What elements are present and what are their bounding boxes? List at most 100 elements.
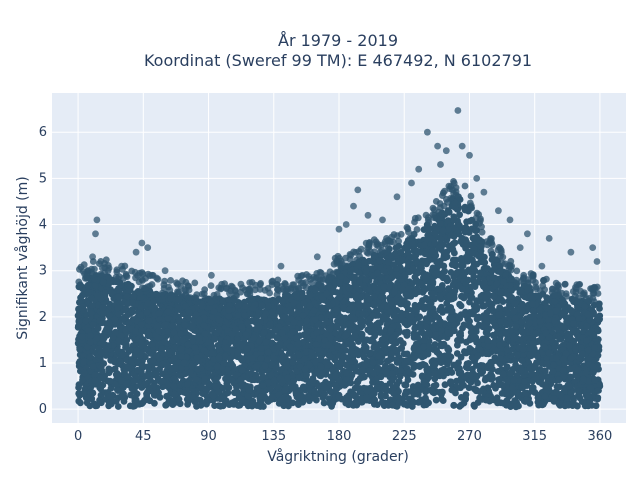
data-point <box>289 385 297 392</box>
data-point <box>477 362 485 369</box>
data-point <box>332 306 340 313</box>
data-point <box>431 370 438 377</box>
data-point <box>469 249 476 257</box>
data-point <box>431 375 439 383</box>
data-point <box>75 384 82 391</box>
data-point <box>416 313 424 321</box>
data-point <box>272 364 280 372</box>
data-point <box>395 399 403 407</box>
chart-title-line1: År 1979 - 2019 <box>278 31 398 50</box>
data-point <box>460 399 468 407</box>
data-point <box>436 319 443 327</box>
data-point <box>388 376 396 384</box>
data-point <box>156 393 164 401</box>
data-point <box>514 351 521 359</box>
data-point <box>105 369 113 377</box>
data-point <box>470 333 477 341</box>
data-point <box>111 365 119 373</box>
data-point <box>549 368 557 375</box>
data-point <box>91 282 99 290</box>
data-point <box>114 387 122 394</box>
data-point <box>493 394 501 402</box>
data-point <box>476 396 484 403</box>
data-point <box>414 381 422 389</box>
data-point <box>165 348 173 356</box>
data-point <box>459 272 466 279</box>
data-point <box>373 384 381 391</box>
data-point <box>342 314 349 322</box>
data-point <box>225 296 233 304</box>
data-point <box>431 341 439 348</box>
data-point <box>267 385 275 393</box>
data-point <box>507 327 514 334</box>
data-point <box>99 367 106 375</box>
data-point <box>488 304 495 311</box>
data-points <box>74 107 604 411</box>
data-point <box>127 391 134 399</box>
data-point <box>533 352 541 360</box>
data-point <box>556 383 563 391</box>
data-point <box>403 332 411 339</box>
data-point <box>556 335 564 343</box>
data-point <box>456 211 463 219</box>
data-point <box>436 286 444 293</box>
data-point <box>367 321 374 329</box>
data-point <box>382 368 390 376</box>
data-point <box>237 376 245 384</box>
data-point <box>90 400 98 408</box>
data-point <box>472 227 479 235</box>
data-point <box>217 395 224 403</box>
data-point <box>411 273 419 281</box>
data-point <box>420 336 428 344</box>
data-point <box>506 292 513 300</box>
data-point <box>369 359 377 366</box>
data-point <box>457 302 465 310</box>
data-point <box>551 317 558 325</box>
data-point <box>87 309 95 317</box>
data-point <box>378 398 386 406</box>
data-point <box>342 397 350 405</box>
data-point <box>336 360 344 368</box>
data-point <box>462 227 469 235</box>
data-point <box>185 347 192 355</box>
data-point <box>465 384 473 392</box>
data-point <box>477 369 485 377</box>
data-point <box>218 297 226 304</box>
data-point <box>409 265 417 273</box>
data-point <box>212 383 220 391</box>
data-point <box>392 316 399 323</box>
data-point <box>425 373 432 381</box>
data-point <box>106 278 114 286</box>
data-point <box>163 401 171 408</box>
data-point <box>455 337 463 345</box>
data-point <box>407 312 415 320</box>
data-point <box>481 259 489 267</box>
data-point <box>377 373 385 381</box>
data-point <box>83 399 91 407</box>
data-point <box>422 315 430 322</box>
data-point <box>212 376 220 384</box>
data-point <box>596 312 604 320</box>
data-point <box>506 369 514 377</box>
data-point <box>445 285 453 292</box>
data-point <box>432 396 440 404</box>
data-point <box>464 276 472 284</box>
data-point <box>499 298 507 305</box>
data-point <box>410 331 418 339</box>
data-point <box>433 258 440 266</box>
data-point <box>440 262 448 270</box>
data-point <box>233 383 240 391</box>
data-point <box>96 317 103 324</box>
data-point <box>480 302 488 310</box>
data-point <box>362 276 370 284</box>
data-point <box>462 391 470 399</box>
data-point <box>371 396 379 404</box>
data-point <box>420 305 428 313</box>
data-point <box>296 320 304 327</box>
data-point <box>453 350 461 357</box>
data-point <box>543 359 550 367</box>
data-point <box>75 397 83 405</box>
data-point <box>441 381 449 389</box>
chart-title-line2: Koordinat (Sweref 99 TM): E 467492, N 61… <box>144 51 532 70</box>
